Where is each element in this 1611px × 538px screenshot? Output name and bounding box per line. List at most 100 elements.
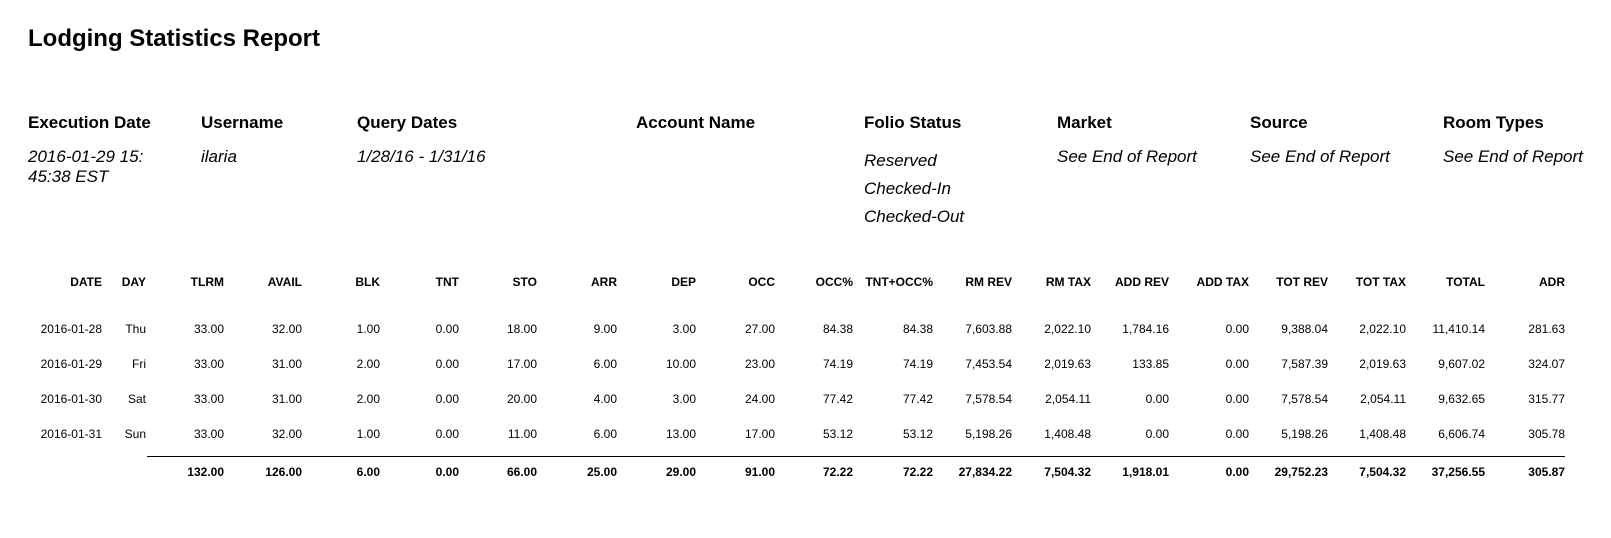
- column-header-adr: ADR: [1539, 275, 1565, 289]
- table-cell-tlrm: 33.00: [193, 392, 224, 406]
- column-header-tlrm: TLRM: [190, 275, 224, 289]
- room-types-block: Room Types See End of Report: [1443, 112, 1583, 167]
- table-cell-tlrm: 33.00: [193, 357, 224, 371]
- table-cell-arr: 6.00: [593, 427, 617, 441]
- table-cell-date: 2016-01-29: [40, 357, 102, 371]
- table-cell-dep: 3.00: [672, 392, 696, 406]
- table-cell-arr: 4.00: [593, 392, 617, 406]
- table-cell-tnt: 0.00: [435, 427, 459, 441]
- total-cell-arr: 25.00: [586, 465, 617, 479]
- column-header-tot-tax: TOT TAX: [1355, 275, 1406, 289]
- source-label: Source: [1250, 113, 1308, 132]
- account-name-label: Account Name: [636, 113, 756, 132]
- table-cell-date: 2016-01-30: [40, 392, 102, 406]
- table-cell-rm-rev: 7,453.54: [965, 357, 1012, 371]
- total-cell-tnt: 0.00: [435, 465, 459, 479]
- table-cell-sto: 17.00: [506, 357, 537, 371]
- column-header-rm-tax: RM TAX: [1045, 275, 1091, 289]
- column-header-tnt: TNT: [435, 275, 459, 289]
- table-cell-tot-tax: 2,022.10: [1359, 322, 1406, 336]
- column-header-arr: ARR: [591, 275, 617, 289]
- table-cell-total: 11,410.14: [1432, 322, 1486, 336]
- market-value: See End of Report: [1057, 147, 1197, 166]
- column-header-tot-rev: TOT REV: [1276, 275, 1328, 289]
- table-cell-rm-rev: 7,603.88: [965, 322, 1012, 336]
- table-cell-add-tax: 0.00: [1225, 357, 1249, 371]
- table-cell-tnt-occ: 84.38: [902, 322, 933, 336]
- total-cell-add-rev: 1,918.01: [1122, 465, 1169, 479]
- execution-date-label: Execution Date: [28, 113, 151, 132]
- totals-divider: [147, 456, 1565, 457]
- column-header-add-rev: ADD REV: [1114, 275, 1169, 289]
- folio-status-item: Reserved: [864, 151, 937, 170]
- column-header-total: TOTAL: [1446, 275, 1485, 289]
- table-cell-date: 2016-01-31: [40, 427, 102, 441]
- username-label: Username: [201, 113, 284, 132]
- table-cell-tot-tax: 2,054.11: [1360, 392, 1406, 406]
- table-cell-day: Sat: [127, 392, 146, 406]
- table-cell-adr: 305.78: [1528, 427, 1565, 441]
- table-cell-blk: 1.00: [356, 427, 380, 441]
- table-cell-occ: 74.19: [822, 357, 853, 371]
- column-header-date: DATE: [70, 275, 102, 289]
- table-cell-day: Sun: [124, 427, 146, 441]
- total-cell-adr: 305.87: [1528, 465, 1565, 479]
- column-header-add-tax: ADD TAX: [1196, 275, 1249, 289]
- room-types-value: See End of Report: [1443, 147, 1583, 166]
- column-header-occ: OCC%: [815, 275, 853, 289]
- table-cell-add-tax: 0.00: [1225, 427, 1249, 441]
- table-cell-arr: 9.00: [593, 322, 617, 336]
- table-cell-add-rev: 133.85: [1132, 357, 1169, 371]
- table-cell-occ: 77.42: [822, 392, 853, 406]
- total-cell-rm-rev: 27,834.22: [958, 465, 1012, 479]
- table-cell-occ: 84.38: [822, 322, 853, 336]
- table-cell-total: 6,606.74: [1438, 427, 1485, 441]
- query-dates-block: Query Dates 1/28/16 - 1/31/16: [357, 112, 486, 167]
- table-cell-day: Fri: [132, 357, 146, 371]
- table-cell-dep: 13.00: [665, 427, 696, 441]
- table-cell-day: Thu: [125, 322, 146, 336]
- table-cell-add-rev: 1,784.16: [1122, 322, 1169, 336]
- total-cell-tnt-occ: 72.22: [902, 465, 933, 479]
- table-cell-sto: 18.00: [506, 322, 537, 336]
- table-cell-tnt: 0.00: [435, 322, 459, 336]
- table-cell-add-rev: 0.00: [1145, 427, 1169, 441]
- total-cell-tot-tax: 7,504.32: [1359, 465, 1406, 479]
- table-cell-arr: 6.00: [593, 357, 617, 371]
- table-cell-adr: 281.63: [1528, 322, 1565, 336]
- total-cell-dep: 29.00: [665, 465, 696, 479]
- table-cell-avail: 32.00: [271, 322, 302, 336]
- table-cell-adr: 324.07: [1528, 357, 1565, 371]
- table-cell-rm-tax: 2,019.63: [1044, 357, 1091, 371]
- query-dates-value: 1/28/16 - 1/31/16: [357, 147, 486, 166]
- table-cell-add-tax: 0.00: [1225, 392, 1249, 406]
- folio-status-item: Checked-In: [864, 179, 951, 198]
- table-cell-adr: 315.77: [1528, 392, 1565, 406]
- table-cell-occ: 53.12: [822, 427, 853, 441]
- table-cell-tnt-occ: 53.12: [902, 427, 933, 441]
- account-name-block: Account Name: [636, 112, 755, 134]
- column-header-avail: AVAIL: [267, 275, 302, 289]
- table-cell-date: 2016-01-28: [40, 322, 102, 336]
- table-cell-sto: 11.00: [507, 427, 537, 441]
- table-cell-tot-rev: 5,198.26: [1281, 427, 1328, 441]
- execution-date-block: Execution Date 2016-01-29 15: 45:38 EST: [28, 112, 151, 187]
- market-label: Market: [1057, 113, 1112, 132]
- username-value: ilaria: [201, 147, 237, 166]
- total-cell-tot-rev: 29,752.23: [1274, 465, 1328, 479]
- table-cell-total: 9,632.65: [1438, 392, 1485, 406]
- total-cell-occ: 72.22: [822, 465, 853, 479]
- total-cell-add-tax: 0.00: [1225, 465, 1249, 479]
- table-cell-dep: 10.00: [665, 357, 696, 371]
- folio-status-block: Folio Status Reserved Checked-In Checked…: [864, 112, 964, 231]
- report-title: Lodging Statistics Report: [28, 25, 321, 52]
- table-cell-tot-rev: 7,578.54: [1281, 392, 1328, 406]
- table-cell-tnt-occ: 74.19: [902, 357, 933, 371]
- table-cell-add-rev: 0.00: [1145, 392, 1169, 406]
- total-cell-rm-tax: 7,504.32: [1044, 465, 1091, 479]
- table-cell-sto: 20.00: [506, 392, 537, 406]
- table-cell-tnt: 0.00: [435, 357, 459, 371]
- table-cell-rm-rev: 7,578.54: [965, 392, 1012, 406]
- table-cell-blk: 2.00: [356, 357, 380, 371]
